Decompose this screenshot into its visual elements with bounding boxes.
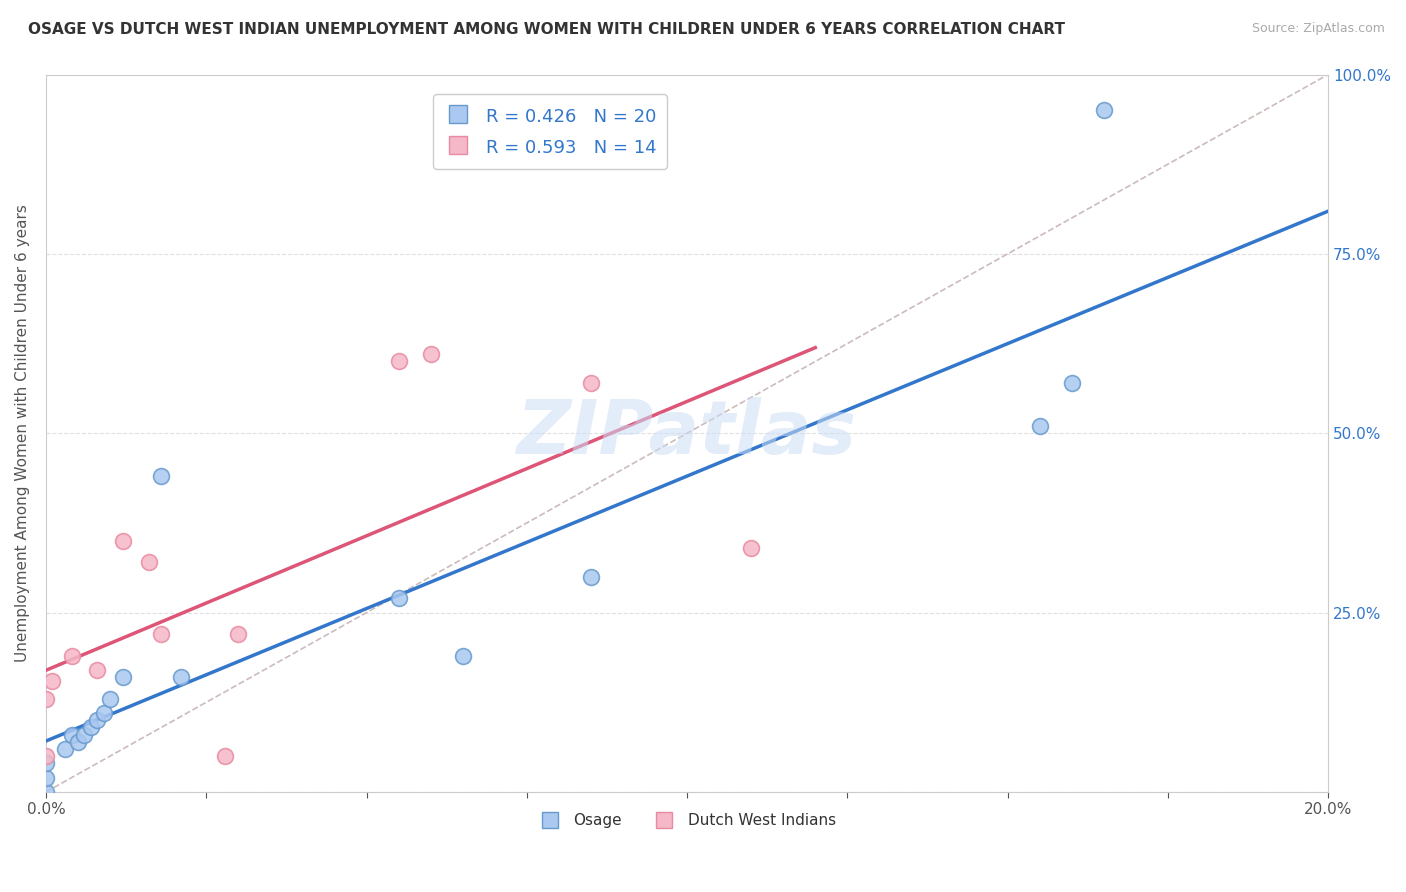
Point	[73, 728, 96, 742]
Point	[138, 555, 160, 569]
Point	[579, 570, 602, 584]
Legend: Osage, Dutch West Indians: Osage, Dutch West Indians	[531, 807, 842, 835]
Point	[111, 533, 134, 548]
Point	[66, 735, 89, 749]
Point	[579, 376, 602, 390]
Point	[86, 663, 108, 677]
Y-axis label: Unemployment Among Women with Children Under 6 years: Unemployment Among Women with Children U…	[15, 204, 30, 662]
Point	[41, 673, 63, 688]
Point	[35, 749, 58, 764]
Point	[53, 742, 76, 756]
Point	[35, 785, 58, 799]
Point	[169, 670, 191, 684]
Point	[35, 771, 58, 785]
Point	[150, 469, 173, 483]
Point	[419, 347, 441, 361]
Point	[1092, 103, 1115, 118]
Point	[93, 706, 115, 720]
Point	[86, 713, 108, 727]
Point	[35, 691, 58, 706]
Point	[60, 728, 83, 742]
Point	[60, 648, 83, 663]
Point	[387, 591, 409, 606]
Point	[98, 691, 121, 706]
Point	[214, 749, 236, 764]
Text: OSAGE VS DUTCH WEST INDIAN UNEMPLOYMENT AMONG WOMEN WITH CHILDREN UNDER 6 YEARS : OSAGE VS DUTCH WEST INDIAN UNEMPLOYMENT …	[28, 22, 1066, 37]
Text: Source: ZipAtlas.com: Source: ZipAtlas.com	[1251, 22, 1385, 36]
Point	[1028, 419, 1050, 434]
Point	[740, 541, 762, 555]
Point	[1060, 376, 1083, 390]
Point	[111, 670, 134, 684]
Point	[80, 720, 103, 734]
Text: ZIPatlas: ZIPatlas	[517, 397, 858, 470]
Point	[226, 627, 249, 641]
Point	[150, 627, 173, 641]
Point	[35, 756, 58, 771]
Point	[387, 354, 409, 368]
Point	[451, 648, 474, 663]
